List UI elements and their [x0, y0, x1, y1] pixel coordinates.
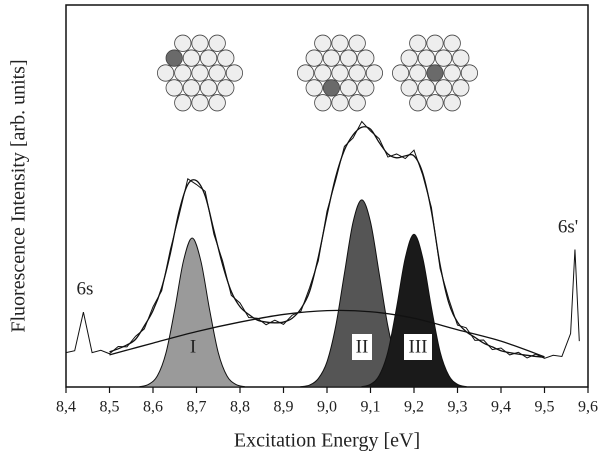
- atom: [218, 80, 234, 96]
- x-tick-label: 9,1: [361, 399, 381, 416]
- peak-label: III: [409, 336, 428, 357]
- x-tick-label: 9,3: [448, 399, 468, 416]
- atom: [192, 95, 208, 111]
- atom: [418, 80, 434, 96]
- x-tick-label: 8,8: [230, 399, 250, 416]
- x-axis-label: Excitation Energy [eV]: [234, 430, 420, 452]
- atom: [315, 35, 331, 51]
- x-tick-label: 8,5: [100, 399, 120, 416]
- atom: [340, 80, 356, 96]
- atom: [183, 50, 199, 66]
- peak-area: [140, 238, 244, 387]
- atom: [166, 80, 182, 96]
- atom: [392, 65, 408, 81]
- x-tick-label: 8,6: [143, 399, 163, 416]
- atom: [401, 80, 417, 96]
- atom: [218, 50, 234, 66]
- x-tick-label: 8,7: [187, 399, 207, 416]
- atom: [410, 95, 426, 111]
- atom: [427, 95, 443, 111]
- atom: [410, 35, 426, 51]
- atom: [175, 35, 191, 51]
- atom: [226, 65, 242, 81]
- atom: [418, 50, 434, 66]
- atom: [192, 65, 208, 81]
- atom: [435, 50, 451, 66]
- atom: [175, 95, 191, 111]
- x-tick-label: 9,2: [404, 399, 424, 416]
- atom: [444, 65, 460, 81]
- cluster-illustrations: [157, 35, 477, 111]
- annotation: 6s: [77, 278, 94, 299]
- atom: [358, 80, 374, 96]
- x-tick-label: 9,0: [317, 399, 337, 416]
- atom: [410, 65, 426, 81]
- atom: [332, 65, 348, 81]
- atom: [427, 65, 443, 81]
- atom: [297, 65, 313, 81]
- atom: [332, 95, 348, 111]
- atom: [453, 80, 469, 96]
- atom: [209, 35, 225, 51]
- atom: [315, 65, 331, 81]
- atom: [461, 65, 477, 81]
- x-tick-label: 8,4: [56, 399, 76, 416]
- atom: [349, 65, 365, 81]
- atom: [183, 80, 199, 96]
- annotation: 6s': [558, 216, 578, 237]
- atom: [306, 50, 322, 66]
- atom: [358, 50, 374, 66]
- spectrum-line: [66, 122, 579, 359]
- peak-label: II: [356, 336, 369, 357]
- x-tick-label: 8,9: [274, 399, 294, 416]
- atom: [444, 35, 460, 51]
- atom: [323, 50, 339, 66]
- atom: [323, 80, 339, 96]
- atom: [166, 50, 182, 66]
- y-axis-label: Fluorescence Intensity [arb. units]: [8, 59, 30, 332]
- x-tick-label: 9,5: [535, 399, 555, 416]
- atom: [349, 95, 365, 111]
- atom: [192, 35, 208, 51]
- x-tick-label: 9,6: [578, 399, 598, 416]
- atom: [200, 50, 216, 66]
- atom: [401, 50, 417, 66]
- atom: [340, 50, 356, 66]
- atom: [209, 65, 225, 81]
- peak-label: I: [190, 336, 196, 357]
- atom: [332, 35, 348, 51]
- atom: [157, 65, 173, 81]
- atom: [306, 80, 322, 96]
- x-tick-label: 9,4: [491, 399, 511, 416]
- atom: [444, 95, 460, 111]
- atom: [175, 65, 191, 81]
- atom: [435, 80, 451, 96]
- atom: [366, 65, 382, 81]
- atom: [427, 35, 443, 51]
- atom: [200, 80, 216, 96]
- chart: Excitation Energy [eV] Fluorescence Inte…: [0, 0, 599, 465]
- atom: [349, 35, 365, 51]
- atom: [209, 95, 225, 111]
- atom: [315, 95, 331, 111]
- atom: [453, 50, 469, 66]
